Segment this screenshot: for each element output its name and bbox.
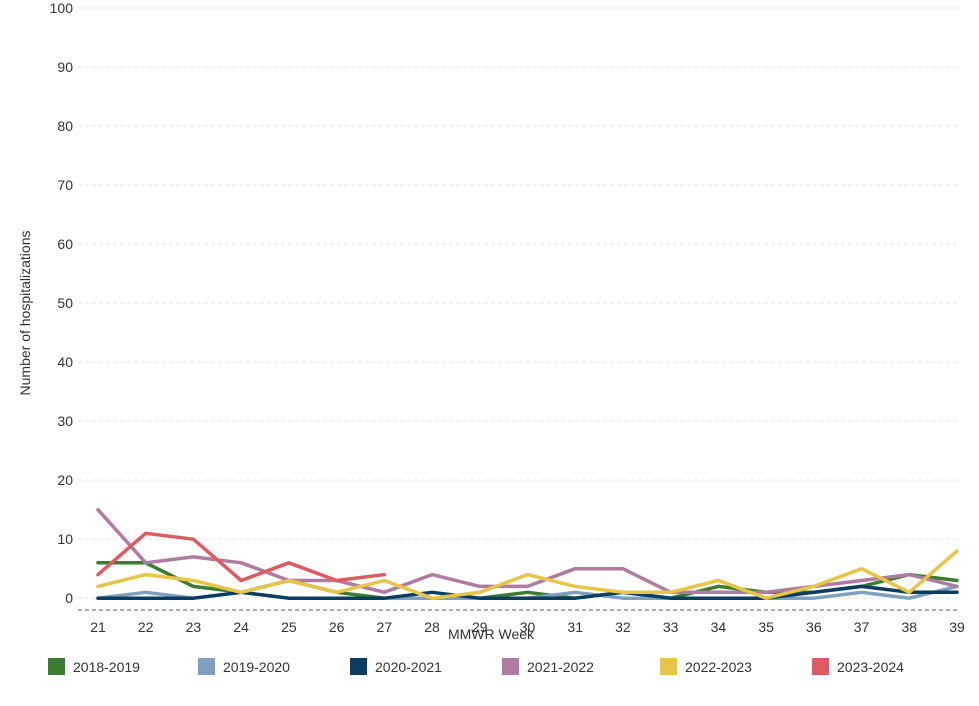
- y-tick-label: 100: [50, 0, 74, 16]
- legend-swatch: [502, 658, 519, 675]
- legend-label: 2022-2023: [685, 658, 752, 675]
- x-tick-label: 27: [377, 619, 393, 635]
- legend-item: 2019-2020: [198, 658, 350, 675]
- y-tick-label: 90: [57, 59, 73, 75]
- series-line-2023-2024: [96, 531, 387, 583]
- y-tick-label: 10: [57, 531, 73, 547]
- x-axis-title: MMWR Week: [448, 626, 535, 642]
- legend-swatch: [350, 658, 367, 675]
- series-line-2022-2023: [96, 549, 959, 600]
- x-tick-label: 21: [90, 619, 106, 635]
- y-axis-ticks: 0 10 20 30 40 50 60 70 80 90 100: [50, 0, 74, 606]
- x-tick-label: 25: [281, 619, 297, 635]
- legend-item: 2018-2019: [48, 658, 198, 675]
- y-tick-label: 0: [65, 590, 73, 606]
- x-tick-label: 29: [472, 619, 488, 635]
- legend-item: 2022-2023: [660, 658, 812, 675]
- x-tick-label: 24: [233, 619, 249, 635]
- y-tick-label: 80: [57, 118, 73, 134]
- x-tick-label: 26: [329, 619, 345, 635]
- legend-item: 2023-2024: [812, 658, 962, 675]
- x-tick-label: 28: [424, 619, 440, 635]
- x-tick-label: 34: [711, 619, 727, 635]
- x-tick-label: 32: [615, 619, 631, 635]
- x-tick-label: 30: [520, 619, 536, 635]
- y-tick-label: 70: [57, 177, 73, 193]
- x-tick-label: 31: [567, 619, 583, 635]
- y-tick-label: 40: [57, 354, 73, 370]
- x-tick-label: 37: [854, 619, 870, 635]
- y-tick-label: 20: [57, 472, 73, 488]
- x-tick-label: 39: [949, 619, 965, 635]
- legend: 2018-2019 2019-2020 2020-2021 2021-2022 2022…: [48, 658, 962, 675]
- legend-label: 2018-2019: [73, 658, 140, 675]
- legend-label: 2021-2022: [527, 658, 594, 675]
- x-tick-label: 33: [663, 619, 679, 635]
- x-tick-label: 36: [806, 619, 822, 635]
- legend-swatch: [48, 658, 65, 675]
- y-axis-title: Number of hospitalizations: [17, 231, 33, 396]
- x-tick-label: 22: [138, 619, 154, 635]
- y-tick-label: 30: [57, 413, 73, 429]
- legend-item: 2020-2021: [350, 658, 502, 675]
- x-tick-label: 38: [901, 619, 917, 635]
- x-axis-ticks: 21 22 23 24 25 26 27 28 29 30 31 32 33 34 35 36 37 38 39: [90, 619, 965, 635]
- x-tick-label: 35: [758, 619, 774, 635]
- y-tick-label: 50: [57, 295, 73, 311]
- legend-swatch: [812, 658, 829, 675]
- series-lines: [96, 507, 959, 600]
- legend-swatch: [660, 658, 677, 675]
- x-tick-label: 23: [186, 619, 202, 635]
- legend-swatch: [198, 658, 215, 675]
- legend-label: 2020-2021: [375, 658, 442, 675]
- y-tick-label: 60: [57, 236, 73, 252]
- legend-item: 2021-2022: [502, 658, 660, 675]
- legend-label: 2019-2020: [223, 658, 290, 675]
- legend-label: 2023-2024: [837, 658, 904, 675]
- grid: [78, 7, 960, 611]
